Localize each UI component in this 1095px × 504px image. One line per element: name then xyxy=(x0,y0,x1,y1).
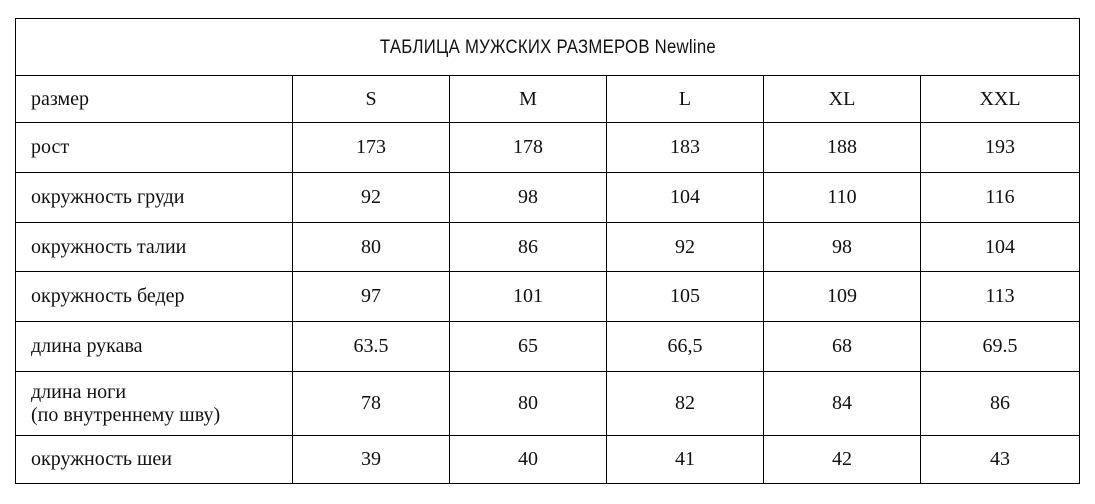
row-label: окружность талии xyxy=(15,222,293,272)
header-row: размер S M L XL XXL xyxy=(15,75,1081,123)
row-label: длина рукава xyxy=(15,321,293,372)
value-cell: 105 xyxy=(606,271,764,322)
table-row: окружность шеи 39 40 41 42 43 xyxy=(15,435,1081,484)
value-cell: 104 xyxy=(606,172,764,223)
row-label-text: окружность груди xyxy=(31,186,185,208)
table-title-text: ТАБЛИЦА МУЖСКИХ РАЗМЕРОВ Newline xyxy=(379,36,716,58)
value-cell: 116 xyxy=(919,172,1081,223)
value-cell: 84 xyxy=(763,371,921,436)
value-cell: 63.5 xyxy=(292,321,450,372)
size-header: M xyxy=(449,75,607,123)
row-label-text: длина ноги xyxy=(31,380,127,403)
value-cell: 178 xyxy=(449,122,607,173)
table-row: окружность талии 80 86 92 98 104 xyxy=(15,222,1081,272)
value-cell: 101 xyxy=(449,271,607,322)
row-label-text: рост xyxy=(31,136,70,158)
value-cell: 78 xyxy=(292,371,450,436)
row-label: окружность шеи xyxy=(15,435,293,484)
row-label-text: окружность шеи xyxy=(31,448,172,470)
size-table: ТАБЛИЦА МУЖСКИХ РАЗМЕРОВ Newline размер … xyxy=(14,18,1081,484)
value-cell: 98 xyxy=(763,222,921,272)
size-header: S xyxy=(292,75,450,123)
size-header: XXL xyxy=(919,75,1081,123)
table-row: длина ноги (по внутреннему шву) 78 80 82 84 86 xyxy=(15,371,1081,436)
value-cell: 92 xyxy=(292,172,450,223)
table-title: ТАБЛИЦА МУЖСКИХ РАЗМЕРОВ Newline xyxy=(14,18,1081,76)
size-header: XL xyxy=(763,75,921,123)
value-cell: 66,5 xyxy=(606,321,764,372)
value-cell: 104 xyxy=(919,222,1081,272)
row-label-note: (по внутреннему шву) xyxy=(31,403,221,426)
row-label-text: окружность бедер xyxy=(31,285,185,307)
table-row: окружность груди 92 98 104 110 116 xyxy=(15,172,1081,223)
table-row: окружность бедер 97 101 105 109 113 xyxy=(15,271,1081,322)
value-cell: 40 xyxy=(449,435,607,484)
value-cell: 109 xyxy=(763,271,921,322)
table-row: длина рукава 63.5 65 66,5 68 69.5 xyxy=(15,321,1081,372)
value-cell: 193 xyxy=(919,122,1081,173)
value-cell: 80 xyxy=(292,222,450,272)
value-cell: 39 xyxy=(292,435,450,484)
value-cell: 113 xyxy=(919,271,1081,322)
value-cell: 188 xyxy=(763,122,921,173)
row-label: рост xyxy=(15,122,293,173)
row-label-text: длина рукава xyxy=(31,335,143,357)
value-cell: 173 xyxy=(292,122,450,173)
value-cell: 86 xyxy=(919,371,1081,436)
header-label: размер xyxy=(15,75,293,123)
value-cell: 110 xyxy=(763,172,921,223)
value-cell: 86 xyxy=(449,222,607,272)
row-label: длина ноги (по внутреннему шву) xyxy=(15,371,293,436)
value-cell: 42 xyxy=(763,435,921,484)
value-cell: 68 xyxy=(763,321,921,372)
size-header: L xyxy=(606,75,764,123)
table-row: рост 173 178 183 188 193 xyxy=(15,122,1081,173)
row-label: окружность груди xyxy=(15,172,293,223)
value-cell: 69.5 xyxy=(919,321,1081,372)
value-cell: 97 xyxy=(292,271,450,322)
value-cell: 41 xyxy=(606,435,764,484)
value-cell: 43 xyxy=(919,435,1081,484)
value-cell: 98 xyxy=(449,172,607,223)
value-cell: 183 xyxy=(606,122,764,173)
value-cell: 82 xyxy=(606,371,764,436)
row-label-text: окружность талии xyxy=(31,235,187,258)
value-cell: 92 xyxy=(606,222,764,272)
value-cell: 65 xyxy=(449,321,607,372)
value-cell: 80 xyxy=(449,371,607,436)
title-row: ТАБЛИЦА МУЖСКИХ РАЗМЕРОВ Newline xyxy=(14,18,1081,76)
row-label: окружность бедер xyxy=(15,271,293,322)
